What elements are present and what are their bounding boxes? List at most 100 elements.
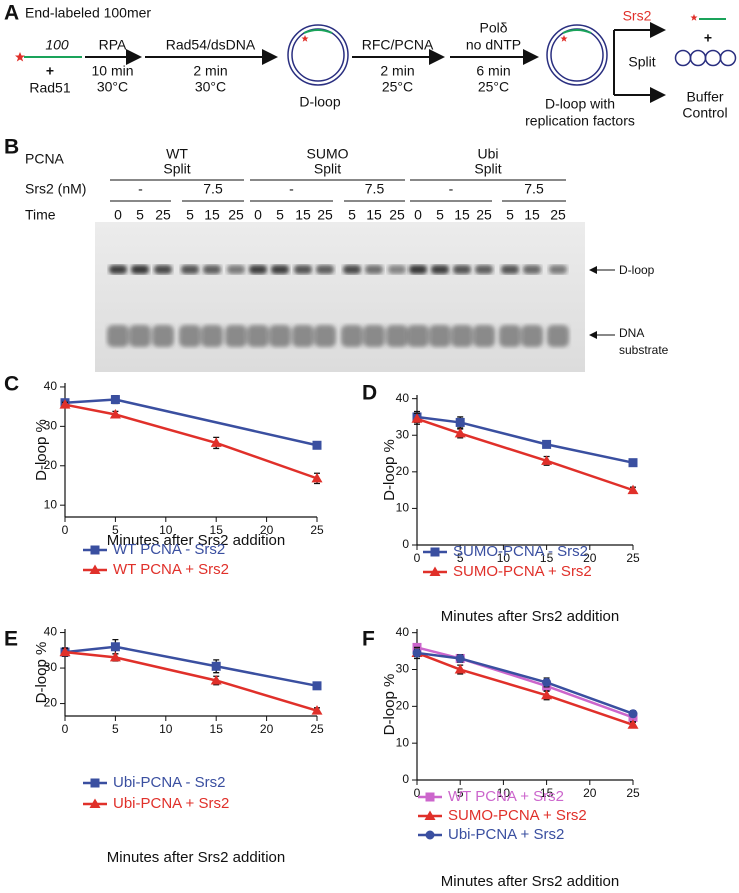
marker <box>542 439 552 449</box>
row-label: PCNA <box>25 151 65 167</box>
marker <box>311 705 323 715</box>
panel-letter: D <box>362 382 377 405</box>
x-tick-label: 5 <box>112 722 119 736</box>
substrate-band <box>225 325 247 347</box>
panel-b: B PCNA Srs2 (nM) Time D-loop DNA substra… <box>4 136 669 372</box>
x-tick-label: 25 <box>626 786 640 800</box>
lane-time: 25 <box>228 207 244 223</box>
dloop-factors: D-loop with <box>545 96 615 112</box>
series-line <box>416 651 634 715</box>
dloop-band <box>409 265 427 274</box>
x-tick-label: 20 <box>260 722 274 736</box>
marker <box>411 413 423 423</box>
marker <box>109 409 121 419</box>
marker <box>541 689 553 700</box>
legend-marker <box>89 564 101 574</box>
marker <box>110 395 120 405</box>
substrate-band <box>499 325 521 347</box>
substrate-band <box>547 325 569 347</box>
group-name: Split <box>163 161 190 177</box>
marker <box>110 642 120 652</box>
substrate-band <box>363 325 385 347</box>
srs2-conc: - <box>289 181 294 197</box>
x-tick-label: 0 <box>62 523 69 537</box>
panel-letter: A <box>4 2 19 25</box>
y-tick-label: 40 <box>396 625 410 639</box>
marker <box>210 674 222 685</box>
marker <box>109 651 121 662</box>
marker <box>627 719 639 729</box>
substrate-band <box>201 325 223 347</box>
dloop-band <box>343 265 361 274</box>
band-label: DNA <box>619 326 644 340</box>
marker <box>628 709 638 719</box>
group-name: Split <box>474 161 501 177</box>
substrate-band <box>473 325 495 347</box>
x-tick-label: 15 <box>540 551 554 565</box>
x-tick-label: 0 <box>414 786 421 800</box>
dloop-band <box>453 265 471 274</box>
srs2-conc: 7.5 <box>365 181 385 197</box>
panel-letter: E <box>4 628 18 651</box>
dloop-band <box>109 265 127 274</box>
group-name: Ubi <box>477 146 498 162</box>
lane-time: 5 <box>186 207 194 223</box>
lane-time: 5 <box>136 207 144 223</box>
dloop-band <box>294 265 312 274</box>
legend-marker <box>425 792 435 802</box>
step-condition: 2 min <box>193 63 227 79</box>
x-tick-label: 10 <box>159 722 173 736</box>
substrate-band <box>341 325 363 347</box>
series-line <box>416 415 634 464</box>
substrate-band <box>386 325 408 347</box>
marker <box>211 661 221 671</box>
label-star <box>15 52 25 62</box>
substrate-band <box>179 325 201 347</box>
plus: + <box>46 63 54 79</box>
marker <box>59 646 71 657</box>
step-condition: no dNTP <box>466 37 521 53</box>
y-tick-label: 20 <box>44 696 58 710</box>
y-axis-title: D-loop % <box>381 439 398 501</box>
step-condition: RFC/PCNA <box>362 37 434 53</box>
y-axis-title: D-loop % <box>381 674 398 736</box>
x-axis-title: Minutes after Srs2 addition <box>107 532 285 549</box>
legend-label: Ubi-PCNA + Srs2 <box>113 795 229 812</box>
step-condition: 2 min <box>380 63 414 79</box>
marker <box>312 681 322 691</box>
marker <box>312 440 322 450</box>
x-tick-label: 25 <box>310 722 324 736</box>
x-tick-label: 20 <box>583 786 597 800</box>
row-label: Time <box>25 207 56 223</box>
dloop-band <box>501 265 519 274</box>
step-condition: 6 min <box>476 63 510 79</box>
x-axis-title: Minutes after Srs2 addition <box>107 849 285 866</box>
substrate-band <box>429 325 451 347</box>
x-axis-title: Minutes after Srs2 addition <box>441 608 619 625</box>
x-tick-label: 20 <box>260 523 274 537</box>
x-axis-title: Minutes after Srs2 addition <box>441 873 619 890</box>
dloop-band <box>249 265 267 274</box>
x-tick-label: 15 <box>210 722 224 736</box>
step-condition: 25°C <box>382 79 413 95</box>
marker <box>542 677 552 687</box>
y-tick-label: 20 <box>396 464 410 478</box>
y-axis-title: D-loop % <box>33 642 50 704</box>
dloop-band <box>549 265 567 274</box>
dloop-band <box>131 265 149 274</box>
x-tick-label: 10 <box>497 551 511 565</box>
srs2-label: Srs2 <box>623 8 652 24</box>
marker <box>412 648 422 658</box>
y-tick-label: 20 <box>396 699 410 713</box>
rad51: Rad51 <box>29 80 70 96</box>
marker <box>454 664 466 674</box>
lane-time: 0 <box>114 207 122 223</box>
substrate-band <box>521 325 543 347</box>
group-name: WT <box>166 146 188 162</box>
lane-time: 5 <box>276 207 284 223</box>
y-tick-label: 30 <box>44 660 58 674</box>
substrate-band <box>152 325 174 347</box>
series-line <box>64 650 318 712</box>
substrate-band <box>129 325 151 347</box>
series-line <box>64 403 318 480</box>
